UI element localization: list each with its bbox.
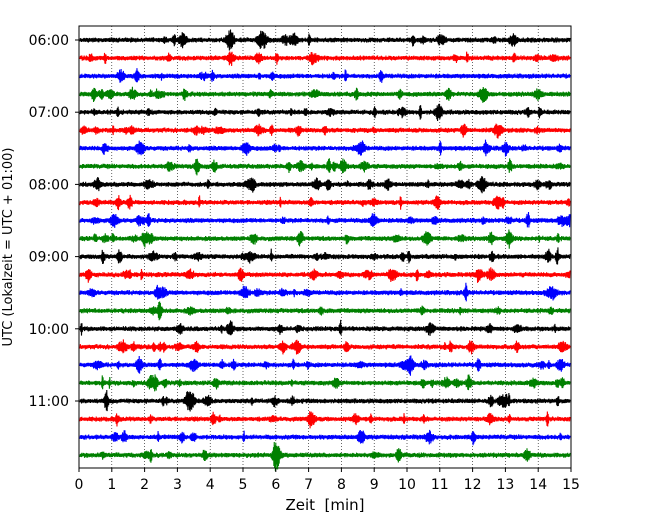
trace-0900 [79, 247, 571, 265]
trace-0700 [79, 103, 571, 122]
y-tick-label: 10:00 [29, 322, 69, 338]
x-tick-label: 4 [206, 477, 215, 493]
x-axis: 0 1 2 3 4 5 6 7 8 9 10 11 12 13 14 15 [75, 468, 580, 493]
x-axis-label: Zeit [min] [285, 496, 364, 514]
x-tick-label: 1 [107, 477, 116, 493]
trace-0630 [79, 68, 571, 83]
y-tick-label: 08:00 [29, 177, 69, 193]
traces [79, 29, 571, 472]
x-tick-label: 0 [75, 477, 84, 493]
trace-0730 [79, 139, 571, 157]
trace-1015 [79, 339, 571, 355]
trace-1030 [79, 355, 571, 376]
trace-1145 [79, 441, 571, 472]
trace-0600 [79, 29, 571, 51]
trace-1045 [79, 374, 571, 392]
x-tick-label: 15 [562, 477, 580, 493]
x-tick-label: 6 [271, 477, 280, 493]
trace-0915 [79, 267, 571, 283]
trace-0945 [79, 301, 571, 321]
trace-0645 [79, 86, 571, 103]
x-tick-label: 7 [304, 477, 313, 493]
trace-0615 [79, 51, 571, 66]
trace-0715 [79, 123, 571, 139]
trace-0830 [79, 211, 571, 228]
x-tick-label: 13 [496, 477, 514, 493]
x-tick-label: 3 [173, 477, 182, 493]
trace-1100 [79, 389, 571, 412]
x-tick-label: 14 [529, 477, 547, 493]
trace-0930 [79, 282, 571, 302]
x-tick-label: 9 [370, 477, 379, 493]
y-tick-label: 09:00 [29, 250, 69, 266]
x-tick-label: 12 [464, 477, 482, 493]
trace-0845 [79, 229, 571, 249]
y-tick-label: 06:00 [29, 33, 69, 49]
trace-0800 [79, 176, 571, 194]
trace-1000 [79, 319, 571, 336]
y-axis-label: UTC (Lokalzeit = UTC + 01:00) [1, 148, 16, 347]
x-tick-label: 8 [337, 477, 346, 493]
x-tick-label: 5 [239, 477, 248, 493]
trace-0745 [79, 158, 571, 176]
trace-1130 [79, 429, 571, 446]
y-axis: 06:00 07:00 08:00 09:00 10:00 11:00 [29, 33, 79, 410]
plot-frame [78, 25, 572, 469]
x-tick-label: 10 [398, 477, 416, 493]
y-tick-label: 11:00 [29, 394, 69, 410]
y-tick-label: 07:00 [29, 105, 69, 121]
trace-1115 [79, 411, 571, 429]
x-tick-label: 11 [431, 477, 449, 493]
trace-0815 [79, 194, 571, 211]
x-tick-label: 2 [140, 477, 149, 493]
